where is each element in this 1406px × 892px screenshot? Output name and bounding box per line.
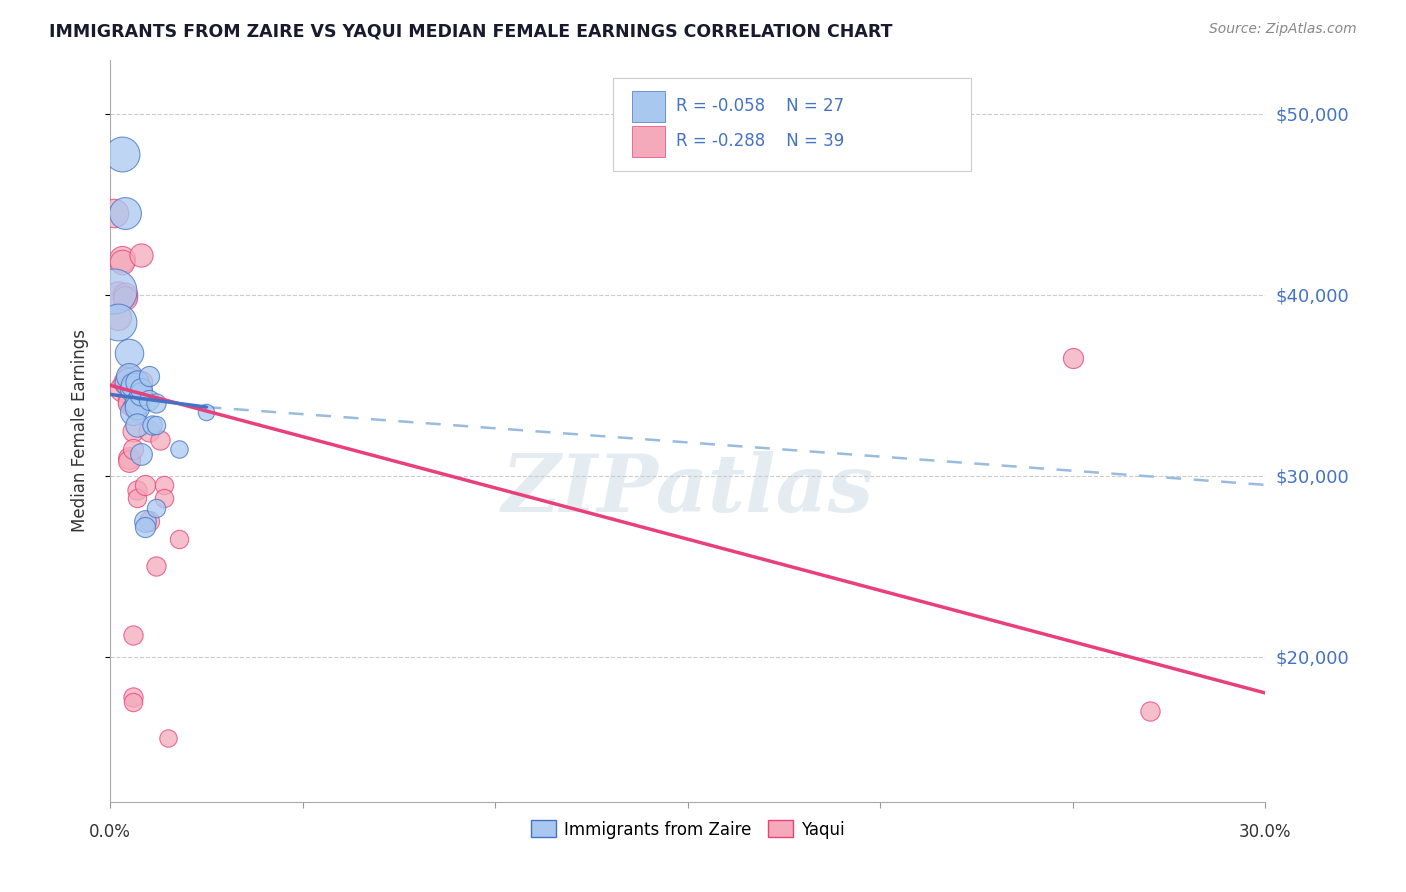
Text: R = -0.058    N = 27: R = -0.058 N = 27 xyxy=(676,97,844,115)
Point xyxy=(122,405,145,419)
Point xyxy=(103,206,125,220)
Point xyxy=(134,514,156,528)
Point xyxy=(107,310,129,324)
Text: 0.0%: 0.0% xyxy=(89,823,131,841)
Point xyxy=(125,396,148,410)
Point xyxy=(129,387,152,401)
Point xyxy=(122,695,145,709)
Point xyxy=(118,396,141,410)
Point xyxy=(1139,704,1161,718)
Point xyxy=(149,433,172,447)
Point xyxy=(129,447,152,461)
Point xyxy=(129,387,152,401)
Point xyxy=(114,375,136,389)
Point xyxy=(129,248,152,262)
Point xyxy=(125,491,148,505)
Point xyxy=(125,378,148,392)
Point xyxy=(141,418,163,433)
Point xyxy=(107,315,129,329)
Point xyxy=(111,382,134,396)
Point xyxy=(114,288,136,302)
Point xyxy=(118,345,141,359)
Point xyxy=(122,690,145,704)
Point xyxy=(153,491,176,505)
Text: IMMIGRANTS FROM ZAIRE VS YAQUI MEDIAN FEMALE EARNINGS CORRELATION CHART: IMMIGRANTS FROM ZAIRE VS YAQUI MEDIAN FE… xyxy=(49,22,893,40)
Point xyxy=(125,418,148,433)
Point xyxy=(134,519,156,533)
Point xyxy=(122,424,145,438)
FancyBboxPatch shape xyxy=(633,126,665,157)
Point xyxy=(122,628,145,642)
Point xyxy=(138,514,160,528)
Point xyxy=(125,375,148,389)
Point xyxy=(122,382,145,396)
FancyBboxPatch shape xyxy=(633,91,665,122)
Point xyxy=(145,501,167,516)
Point xyxy=(138,392,160,407)
Point xyxy=(153,478,176,492)
Point xyxy=(111,255,134,269)
Legend: Immigrants from Zaire, Yaqui: Immigrants from Zaire, Yaqui xyxy=(524,814,852,846)
Point xyxy=(145,559,167,574)
Point xyxy=(122,400,145,414)
Point xyxy=(118,454,141,468)
FancyBboxPatch shape xyxy=(613,78,970,171)
Point xyxy=(169,532,191,546)
Point xyxy=(122,442,145,456)
Point xyxy=(169,442,191,456)
Text: Source: ZipAtlas.com: Source: ZipAtlas.com xyxy=(1209,22,1357,37)
Point xyxy=(1062,351,1084,366)
Point xyxy=(118,450,141,465)
Point xyxy=(107,288,129,302)
Text: 30.0%: 30.0% xyxy=(1239,823,1292,841)
Point xyxy=(118,375,141,389)
Point xyxy=(138,424,160,438)
Text: ZIPatlas: ZIPatlas xyxy=(502,451,873,529)
Point xyxy=(114,206,136,220)
Point xyxy=(195,405,218,419)
Point xyxy=(118,369,141,384)
Point xyxy=(145,396,167,410)
Point xyxy=(103,285,125,299)
Point xyxy=(138,369,160,384)
Point xyxy=(111,252,134,266)
Point xyxy=(125,400,148,414)
Point xyxy=(111,146,134,161)
Y-axis label: Median Female Earnings: Median Female Earnings xyxy=(72,329,89,533)
Point xyxy=(125,483,148,498)
Point xyxy=(122,375,145,389)
Point xyxy=(118,378,141,392)
Point xyxy=(156,731,179,746)
Point xyxy=(118,369,141,384)
Text: R = -0.288    N = 39: R = -0.288 N = 39 xyxy=(676,132,845,150)
Point xyxy=(114,292,136,306)
Point xyxy=(122,378,145,392)
Point xyxy=(118,392,141,407)
Point xyxy=(134,478,156,492)
Point xyxy=(145,418,167,433)
Point xyxy=(129,382,152,396)
Point xyxy=(129,375,152,389)
